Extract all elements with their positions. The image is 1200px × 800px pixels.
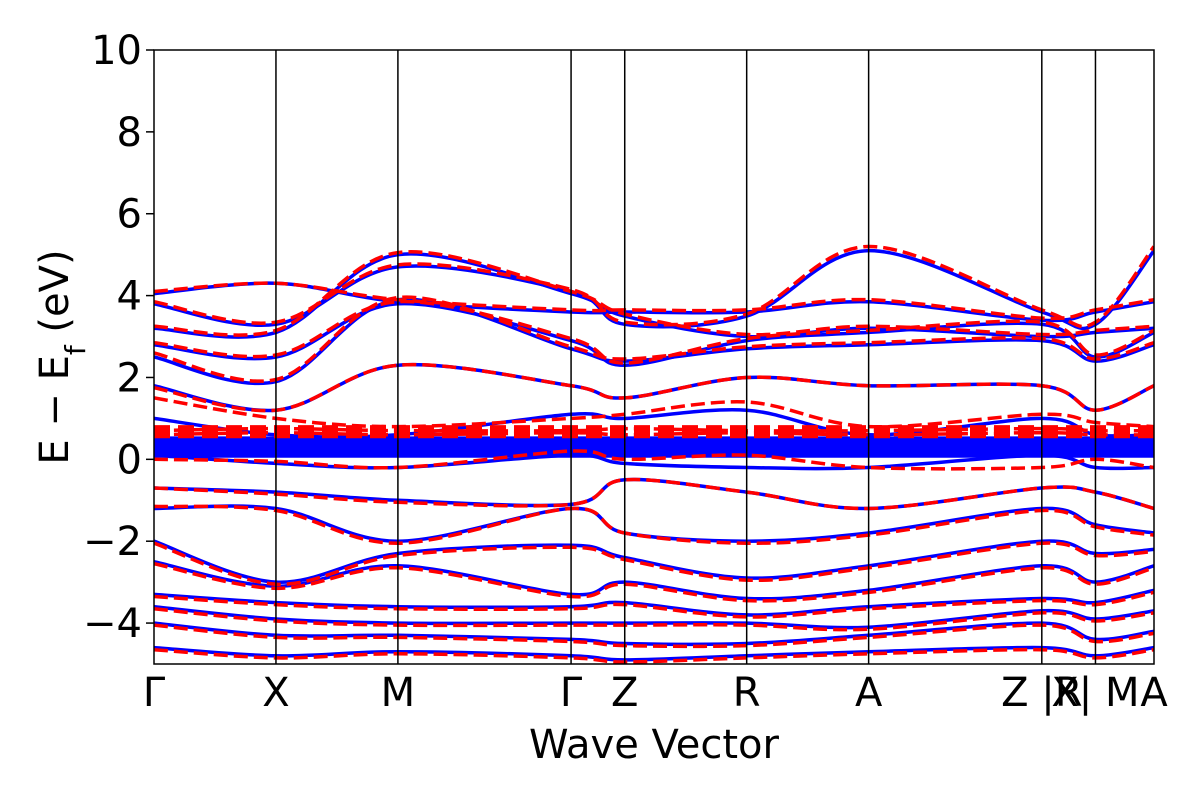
red-band-8	[154, 430, 1154, 437]
y-tick-label-6: −2	[83, 519, 142, 565]
y-axis-title-main: E − E	[32, 355, 78, 465]
x-tick-label-2: M	[381, 670, 416, 716]
y-tick-label-1: 8	[117, 110, 142, 156]
x-tick-label-3: Γ	[560, 670, 583, 716]
x-tick-label-9: A	[1140, 670, 1168, 716]
y-axis-title-sub: f	[59, 344, 92, 355]
x-tick-label-5: R	[733, 670, 761, 716]
x-tick-label-6: A	[855, 670, 883, 716]
y-axis-ticks: 10 8 6 4 2 0 −2 −4	[83, 28, 154, 647]
x-tick-label-0: Γ	[143, 670, 166, 716]
x-tick-label-7: Z |R	[1001, 670, 1082, 716]
blue-band-11	[154, 504, 1154, 543]
x-tick-label-1: X	[262, 670, 289, 716]
red-band-6	[154, 396, 1154, 429]
red-band-10	[154, 477, 1154, 511]
y-tick-label-2: 6	[117, 192, 142, 238]
x-axis-title: Wave Vector	[529, 722, 780, 768]
plot-frame	[153, 49, 1155, 665]
y-tick-label-4: 2	[117, 355, 142, 401]
blue-band-series	[154, 248, 1154, 662]
y-tick-label-3: 4	[117, 274, 142, 320]
x-tick-label-4: Z	[611, 670, 638, 716]
y-tick-label-5: 0	[117, 437, 142, 483]
plot-area	[154, 244, 1154, 664]
y-axis-title-unit: (eV)	[32, 249, 78, 345]
y-tick-label-0: 10	[91, 28, 142, 74]
y-axis-title: E − Ef (eV)	[32, 249, 92, 464]
high-symmetry-lines	[275, 50, 1097, 664]
x-tick-label-8: X| M	[1051, 670, 1139, 716]
red-band-5	[154, 362, 1154, 413]
red-band-7	[154, 426, 1154, 433]
y-tick-label-7: −4	[83, 601, 142, 647]
